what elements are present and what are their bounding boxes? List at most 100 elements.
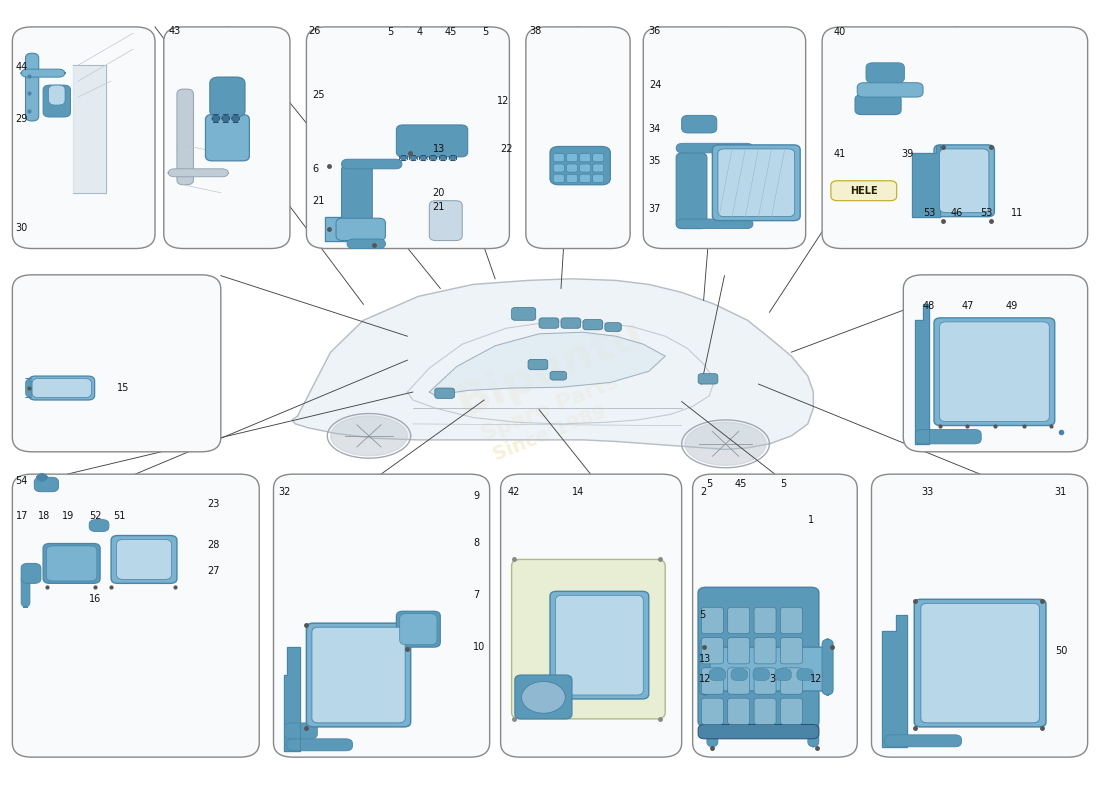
Text: 8: 8 [473, 538, 480, 549]
FancyBboxPatch shape [449, 155, 456, 161]
Polygon shape [293, 279, 813, 450]
FancyBboxPatch shape [25, 378, 32, 398]
FancyBboxPatch shape [903, 275, 1088, 452]
FancyBboxPatch shape [780, 638, 802, 664]
Text: 18: 18 [37, 510, 50, 521]
Text: 12: 12 [700, 674, 712, 684]
Text: 34: 34 [649, 124, 661, 134]
FancyBboxPatch shape [704, 647, 829, 691]
Text: 53: 53 [980, 209, 992, 218]
FancyBboxPatch shape [580, 164, 591, 172]
Text: 12: 12 [497, 96, 509, 106]
FancyBboxPatch shape [168, 169, 229, 177]
Text: 12: 12 [810, 674, 823, 684]
FancyBboxPatch shape [755, 607, 775, 634]
FancyBboxPatch shape [287, 739, 352, 750]
FancyBboxPatch shape [32, 378, 91, 398]
FancyBboxPatch shape [580, 174, 591, 182]
FancyBboxPatch shape [307, 27, 509, 249]
FancyBboxPatch shape [25, 54, 39, 121]
FancyBboxPatch shape [419, 155, 427, 161]
Text: 39: 39 [901, 150, 913, 159]
FancyBboxPatch shape [512, 307, 536, 320]
FancyBboxPatch shape [676, 219, 754, 229]
FancyBboxPatch shape [728, 638, 750, 664]
FancyBboxPatch shape [822, 639, 833, 695]
FancyBboxPatch shape [43, 543, 100, 583]
Text: 30: 30 [15, 223, 28, 233]
FancyBboxPatch shape [780, 698, 802, 725]
FancyBboxPatch shape [728, 668, 750, 694]
FancyBboxPatch shape [866, 62, 904, 82]
FancyBboxPatch shape [644, 27, 805, 249]
FancyBboxPatch shape [210, 77, 245, 117]
Text: 43: 43 [168, 26, 180, 36]
FancyBboxPatch shape [21, 69, 65, 77]
FancyBboxPatch shape [553, 154, 564, 162]
Text: 41: 41 [833, 150, 845, 159]
FancyBboxPatch shape [939, 322, 1049, 422]
Text: 29: 29 [15, 114, 28, 123]
FancyBboxPatch shape [12, 275, 221, 452]
Text: 52: 52 [89, 510, 101, 521]
Text: 48: 48 [923, 301, 935, 311]
FancyBboxPatch shape [46, 546, 97, 581]
Text: 25: 25 [312, 90, 324, 101]
FancyBboxPatch shape [434, 388, 454, 398]
Text: 21: 21 [312, 196, 324, 206]
Text: 46: 46 [950, 209, 962, 218]
Text: 36: 36 [649, 26, 661, 36]
FancyBboxPatch shape [553, 174, 564, 182]
FancyBboxPatch shape [399, 614, 437, 645]
FancyBboxPatch shape [526, 27, 630, 249]
FancyBboxPatch shape [539, 318, 559, 328]
FancyBboxPatch shape [702, 638, 724, 664]
FancyBboxPatch shape [774, 669, 791, 681]
FancyBboxPatch shape [728, 698, 750, 725]
Text: 16: 16 [89, 594, 101, 604]
FancyBboxPatch shape [914, 599, 1046, 727]
Text: 28: 28 [208, 540, 220, 550]
FancyBboxPatch shape [515, 675, 572, 719]
FancyBboxPatch shape [336, 218, 385, 241]
Text: 3: 3 [769, 674, 776, 684]
FancyBboxPatch shape [755, 638, 775, 664]
Text: 40: 40 [833, 26, 845, 37]
Text: 44: 44 [15, 62, 28, 72]
FancyBboxPatch shape [48, 85, 65, 105]
FancyBboxPatch shape [884, 735, 961, 746]
Text: 11: 11 [1011, 209, 1023, 218]
Text: 5: 5 [700, 610, 705, 620]
Text: 4: 4 [416, 26, 422, 37]
Text: 32: 32 [278, 486, 290, 497]
FancyBboxPatch shape [915, 430, 981, 444]
Text: Spare Parts: Spare Parts [478, 371, 622, 445]
Text: 38: 38 [529, 26, 541, 36]
FancyBboxPatch shape [593, 174, 604, 182]
Text: 14: 14 [572, 486, 584, 497]
FancyBboxPatch shape [396, 611, 440, 647]
FancyBboxPatch shape [780, 668, 802, 694]
FancyBboxPatch shape [285, 723, 318, 739]
Text: 42: 42 [507, 486, 519, 497]
Circle shape [521, 682, 565, 714]
FancyBboxPatch shape [21, 563, 41, 583]
Text: 7: 7 [473, 590, 480, 600]
FancyBboxPatch shape [34, 478, 58, 492]
FancyBboxPatch shape [728, 607, 750, 634]
FancyBboxPatch shape [754, 669, 769, 681]
FancyBboxPatch shape [682, 115, 717, 133]
FancyBboxPatch shape [822, 27, 1088, 249]
Text: 33: 33 [921, 486, 933, 497]
FancyBboxPatch shape [429, 201, 462, 241]
FancyBboxPatch shape [341, 159, 402, 169]
FancyBboxPatch shape [550, 591, 649, 699]
FancyBboxPatch shape [934, 318, 1055, 426]
FancyBboxPatch shape [512, 559, 666, 719]
FancyBboxPatch shape [206, 114, 250, 161]
Text: 45: 45 [444, 26, 456, 37]
Text: 17: 17 [15, 510, 28, 521]
Text: 26: 26 [309, 26, 321, 36]
Text: 5: 5 [387, 26, 394, 37]
Text: 2: 2 [701, 486, 706, 497]
